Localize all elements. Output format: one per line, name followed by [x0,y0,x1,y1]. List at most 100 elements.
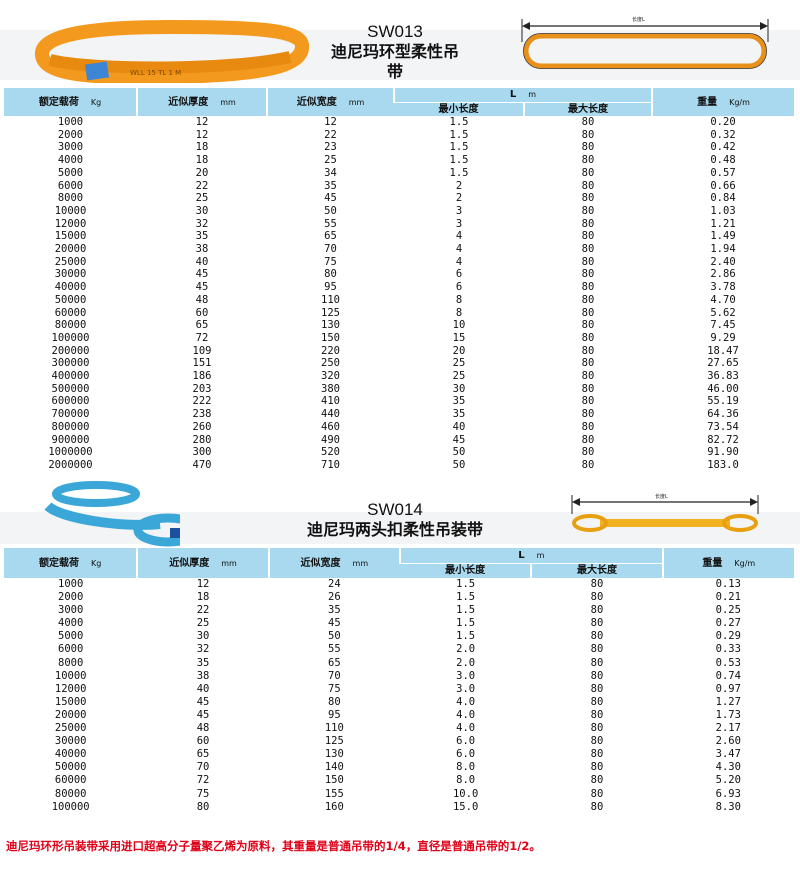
max-length-cell: 80 [581,446,595,459]
max-length-cell: 80 [590,695,604,708]
width-cell: 130 [321,319,340,332]
load-cell: 12000 [54,217,87,230]
thickness-cell: 25 [195,192,209,205]
min-length-cell: 45 [452,433,466,446]
table-row: 600000 222 410 35 80 55.19 [4,395,794,408]
load-cell: 10000 [54,204,87,217]
weight-cell: 0.32 [710,128,736,141]
load-cell: 3000 [58,604,84,617]
weight-cell: 1.94 [710,243,736,256]
table-row: 12000 32 55 3 80 1.21 [4,218,794,231]
thickness-cell: 25 [196,617,210,630]
max-length-cell: 80 [590,630,604,643]
weight-cell: 3.78 [710,281,736,294]
load-cell: 3000 [57,141,84,154]
width-cell: 45 [324,192,337,205]
weight-cell: 1.73 [715,708,741,721]
max-length-cell: 80 [581,192,595,205]
table-row: 2000 18 26 1.5 80 0.21 [4,591,794,604]
width-cell: 140 [324,761,344,774]
thickness-cell: 30 [196,630,210,643]
max-length-cell: 80 [590,669,604,682]
col-width: 近似宽度 [300,557,341,569]
table-row: 3000 18 23 1.5 80 0.42 [4,141,794,154]
table-row: 800000 260 460 40 80 73.54 [4,421,794,434]
thickness-cell: 72 [196,774,210,787]
width-cell: 12 [324,116,337,128]
weight-cell: 1.21 [710,217,736,230]
thickness-cell: 109 [192,344,212,357]
thickness-cell: 40 [195,255,209,268]
min-length-cell: 10 [452,319,466,332]
table-row: 6000 32 55 2.0 80 0.33 [4,643,794,656]
max-length-cell: 80 [581,458,595,471]
weight-cell: 1.27 [715,695,741,708]
load-cell: 600000 [51,395,90,408]
weight-cell: 82.72 [707,433,739,446]
max-length-cell: 80 [581,141,595,154]
table-row: 30000 60 125 6.0 80 2.60 [4,735,794,748]
width-cell: 75 [324,255,337,268]
min-length-cell: 30 [452,382,466,395]
col-weight: 重量 [697,96,718,108]
weight-cell: 7.45 [710,319,736,332]
min-length-cell: 10.0 [452,787,479,800]
width-cell: 520 [321,446,340,459]
col-load-unit: Kg [90,97,102,107]
thickness-cell: 45 [196,708,210,721]
min-length-cell: 4.0 [456,695,476,708]
min-length-cell: 2.0 [456,643,476,656]
table-row: 100000 72 150 15 80 9.29 [4,332,794,345]
col-load: 额定载荷 [38,96,79,108]
table-row: 25000 48 110 4.0 80 2.17 [4,722,794,735]
min-length-cell: 1.5 [456,617,476,630]
col-load: 额定载荷 [39,557,80,569]
width-cell: 80 [328,695,341,708]
load-cell: 60000 [54,774,87,787]
weight-cell: 0.42 [710,141,736,154]
table-row: 30000 45 80 6 80 2.86 [4,268,794,281]
min-length-cell: 15 [452,331,466,344]
min-length-cell: 25 [452,357,466,370]
min-length-cell: 40 [452,420,466,433]
table-row: 40000 65 130 6.0 80 3.47 [4,748,794,761]
thickness-cell: 65 [195,319,209,332]
weight-cell: 36.83 [707,370,739,383]
col-weight-unit: Kg/m [729,97,750,107]
max-length-cell: 80 [590,722,604,735]
weight-cell: 0.48 [710,154,736,167]
min-length-cell: 1.5 [449,116,469,128]
thickness-cell: 45 [195,268,209,281]
max-length-cell: 80 [581,128,595,141]
width-cell: 125 [324,735,344,748]
max-length-cell: 80 [590,591,604,604]
col-thickness: 近似厚度 [169,557,210,569]
table-row: 300000 151 250 25 80 27.65 [4,357,794,370]
load-cell: 25000 [54,722,87,735]
table-row: 50000 48 110 8 80 4.70 [4,294,794,307]
min-length-cell: 4 [455,230,463,243]
min-length-cell: 2 [455,179,463,192]
load-cell: 1000 [58,578,84,590]
min-length-cell: 15.0 [452,800,479,813]
weight-cell: 46.00 [707,382,739,395]
thickness-cell: 72 [195,331,209,344]
width-cell: 23 [324,141,337,154]
max-length-cell: 80 [590,774,604,787]
min-length-cell: 6.0 [456,748,476,761]
thickness-cell: 38 [196,669,210,682]
width-cell: 125 [321,306,340,319]
weight-cell: 0.84 [710,192,736,205]
weight-cell: 0.21 [715,591,741,604]
max-length-cell: 80 [581,357,595,370]
thickness-cell: 222 [192,395,212,408]
table-row: 3000 22 35 1.5 80 0.25 [4,604,794,617]
width-cell: 320 [321,370,340,383]
max-length-cell: 80 [590,656,604,669]
load-cell: 400000 [51,370,90,383]
thickness-cell: 22 [195,179,209,192]
weight-cell: 0.25 [715,604,741,617]
weight-cell: 1.49 [710,230,736,243]
max-length-cell: 80 [590,708,604,721]
min-length-cell: 2.0 [456,656,476,669]
